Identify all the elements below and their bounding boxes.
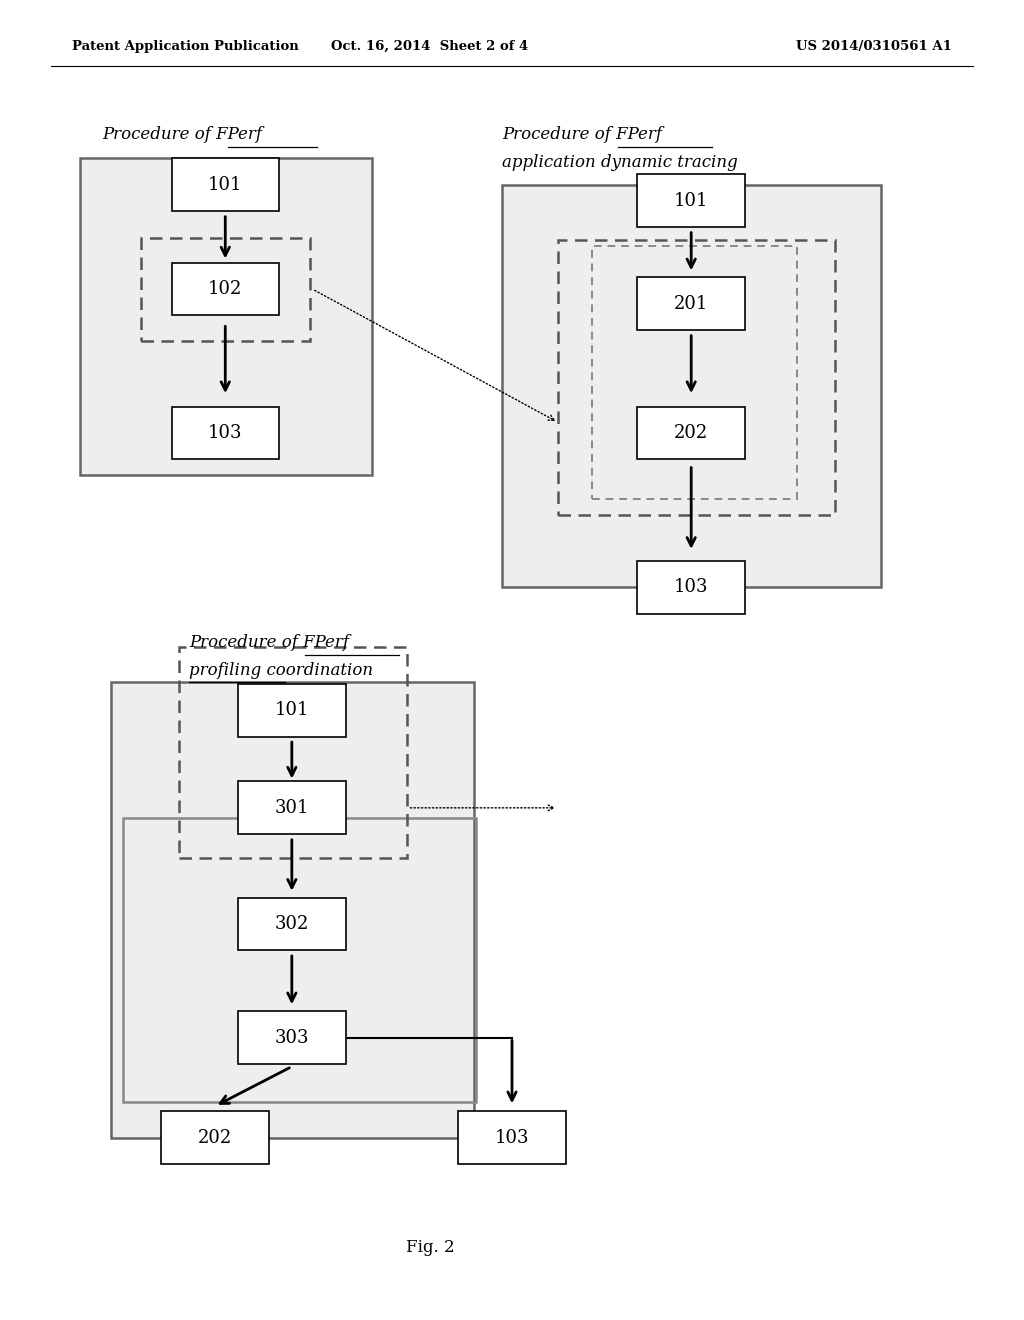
Bar xyxy=(558,240,835,515)
Text: 201: 201 xyxy=(674,294,709,313)
Bar xyxy=(238,684,345,737)
Bar xyxy=(172,158,279,211)
Bar xyxy=(637,561,745,614)
Bar xyxy=(80,158,372,475)
Bar xyxy=(637,407,745,459)
Bar xyxy=(238,781,345,834)
Text: application dynamic tracing: application dynamic tracing xyxy=(502,154,737,170)
Bar xyxy=(111,682,474,1138)
Text: 301: 301 xyxy=(274,799,309,817)
Bar xyxy=(637,174,745,227)
Bar xyxy=(238,1011,345,1064)
Text: Procedure of FPerf: Procedure of FPerf xyxy=(502,127,662,143)
Bar xyxy=(172,263,279,315)
Text: 101: 101 xyxy=(208,176,243,194)
Text: Fig. 2: Fig. 2 xyxy=(406,1239,455,1255)
Text: 302: 302 xyxy=(274,915,309,933)
Bar xyxy=(637,277,745,330)
Text: 103: 103 xyxy=(208,424,243,442)
Text: 103: 103 xyxy=(495,1129,529,1147)
Text: Procedure of FPerf: Procedure of FPerf xyxy=(189,635,349,651)
Text: Patent Application Publication: Patent Application Publication xyxy=(72,40,298,53)
Text: 202: 202 xyxy=(198,1129,232,1147)
Text: US 2014/0310561 A1: US 2014/0310561 A1 xyxy=(797,40,952,53)
Text: Oct. 16, 2014  Sheet 2 of 4: Oct. 16, 2014 Sheet 2 of 4 xyxy=(332,40,528,53)
Bar xyxy=(123,818,476,1102)
Bar xyxy=(502,185,881,587)
Text: profiling coordination: profiling coordination xyxy=(189,663,374,678)
Text: 303: 303 xyxy=(274,1028,309,1047)
Bar xyxy=(141,238,310,341)
Bar xyxy=(162,1111,268,1164)
Text: Procedure of FPerf: Procedure of FPerf xyxy=(102,127,262,143)
Text: 202: 202 xyxy=(674,424,709,442)
Text: 101: 101 xyxy=(674,191,709,210)
Text: 103: 103 xyxy=(674,578,709,597)
Bar xyxy=(238,898,345,950)
Bar xyxy=(592,246,797,499)
Bar xyxy=(179,647,407,858)
Text: 101: 101 xyxy=(274,701,309,719)
Text: 102: 102 xyxy=(208,280,243,298)
Bar xyxy=(172,407,279,459)
Bar xyxy=(459,1111,565,1164)
